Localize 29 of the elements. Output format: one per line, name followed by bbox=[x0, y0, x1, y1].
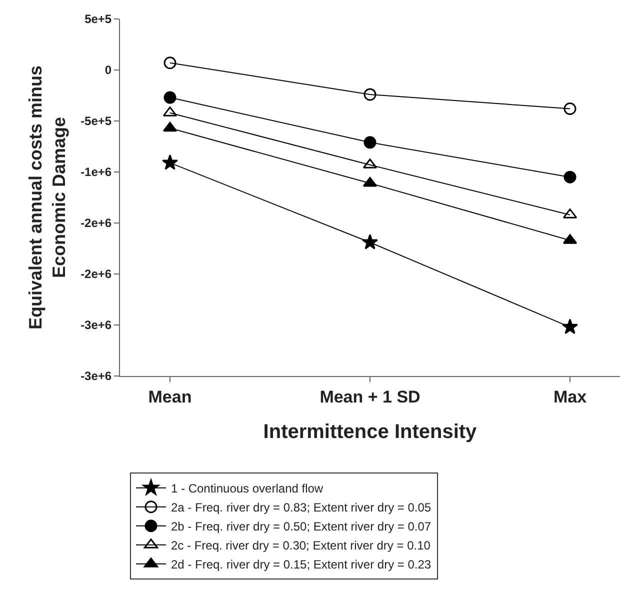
point bbox=[164, 91, 176, 104]
x-tick-label: Max bbox=[553, 387, 588, 406]
point bbox=[362, 234, 378, 250]
x-tick-label: Mean bbox=[148, 387, 192, 406]
y-tick-label: -3e+6 bbox=[80, 369, 112, 384]
x-tick-label: Mean + 1 SD bbox=[320, 387, 420, 406]
point bbox=[164, 56, 176, 70]
legend-label: 2a - Freq. river dry = 0.83; Extent river dry = 0.05 bbox=[171, 500, 432, 515]
point bbox=[362, 176, 378, 187]
point bbox=[162, 154, 178, 170]
legend-label: 2c - Freq. river dry = 0.30; Extent river dry = 0.10 bbox=[171, 538, 431, 553]
legend-label: 2d - Freq. river dry = 0.15; Extent river dry = 0.23 bbox=[171, 558, 432, 572]
point bbox=[564, 170, 576, 184]
point bbox=[162, 122, 178, 132]
y-tick-label: 5e+5 bbox=[84, 12, 112, 26]
point bbox=[364, 88, 376, 101]
point bbox=[562, 318, 578, 334]
y-tick-label: -3e+6 bbox=[80, 318, 112, 332]
legend-label: 1 - Continuous overland flow bbox=[171, 482, 324, 496]
y-tick-label: 0 bbox=[104, 63, 112, 78]
x-axis-title: Intermittence Intensity bbox=[263, 420, 478, 443]
point bbox=[364, 136, 376, 149]
y-axis-title: Equivalent annual costs minus Economic Damage bbox=[25, 65, 69, 330]
legend-label: 2b - Freq. river dry = 0.50; Extent river dry = 0.07 bbox=[171, 520, 432, 534]
point bbox=[564, 102, 576, 116]
y-tick-label: -2e+6 bbox=[80, 267, 112, 282]
y-tick-label: -2e+6 bbox=[80, 216, 112, 230]
y-tick-label: -1e+6 bbox=[80, 165, 112, 180]
y-tick-label: -5e+5 bbox=[80, 114, 112, 128]
